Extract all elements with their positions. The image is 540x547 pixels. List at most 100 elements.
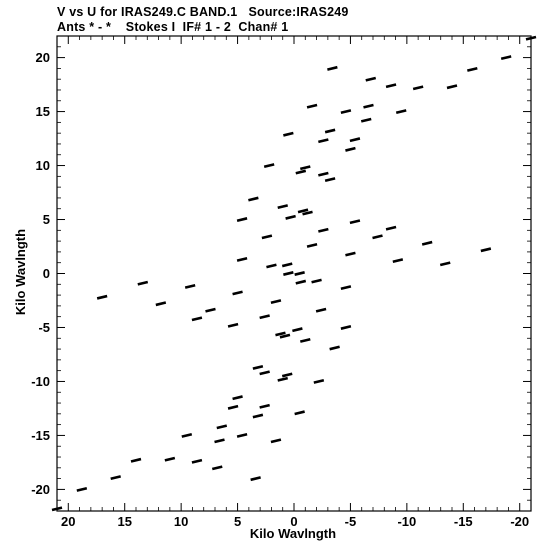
plot-title: V vs U for IRAS249.C BAND.1 Source:IRAS2… xyxy=(57,5,349,19)
uv-point xyxy=(306,242,318,248)
x-tick-label: 10 xyxy=(174,514,188,529)
y-tick-label: 20 xyxy=(36,50,50,65)
uv-point xyxy=(250,476,261,482)
uv-point xyxy=(446,84,458,90)
uv-point xyxy=(295,279,307,285)
uv-point xyxy=(480,247,492,253)
x-tick-label: -10 xyxy=(397,514,416,529)
y-tick-label: -10 xyxy=(31,374,50,389)
uv-point xyxy=(299,337,311,343)
uv-point xyxy=(277,204,289,210)
y-tick-label: -15 xyxy=(31,428,50,443)
uv-point xyxy=(270,299,282,305)
uv-point xyxy=(261,234,273,240)
uv-point xyxy=(306,103,318,109)
uv-point xyxy=(385,83,397,89)
uv-point xyxy=(318,138,329,144)
uv-point xyxy=(191,458,203,464)
plot-subtitle: Ants * - * Stokes I IF# 1 - 2 Chan# 1 xyxy=(57,20,289,34)
uv-point xyxy=(51,506,63,512)
uv-point xyxy=(302,210,313,216)
uv-point xyxy=(164,456,176,462)
uv-point xyxy=(365,76,377,82)
uv-point xyxy=(232,290,243,296)
uv-point xyxy=(525,35,537,41)
uv-point xyxy=(324,177,336,183)
uv-point xyxy=(345,146,356,152)
uv-point xyxy=(184,283,196,289)
y-tick-label: -5 xyxy=(38,320,50,335)
y-axis-label: Kilo Wavlngth xyxy=(13,229,28,315)
x-tick-labels: 20 15 10 5 0 -5 -10 -15 -20 xyxy=(61,514,529,529)
uv-point xyxy=(216,424,228,430)
x-tick-label: 20 xyxy=(61,514,75,529)
uv-point xyxy=(363,103,374,109)
x-tick-label: 15 xyxy=(117,514,131,529)
uv-point xyxy=(285,214,296,220)
uv-point xyxy=(252,364,264,370)
uv-point xyxy=(270,438,282,444)
uv-point xyxy=(372,234,383,240)
uv-point xyxy=(236,432,248,438)
uv-point xyxy=(412,85,424,91)
uv-point xyxy=(349,219,361,225)
uv-point xyxy=(130,457,142,463)
uv-point xyxy=(327,65,338,71)
uv-point xyxy=(227,404,239,410)
x-tick-label: -5 xyxy=(345,514,357,529)
y-tick-label: 5 xyxy=(43,212,50,227)
uv-point xyxy=(96,294,108,300)
uv-point xyxy=(313,378,325,384)
uv-point xyxy=(259,314,270,320)
uv-point xyxy=(259,403,270,409)
uv-point xyxy=(329,345,340,351)
uv-point xyxy=(263,163,275,169)
uv-point xyxy=(340,109,352,115)
plot-frame xyxy=(56,35,532,512)
uv-point xyxy=(297,208,309,214)
y-tick-labels: 20 15 10 5 0 -5 -10 -15 -20 xyxy=(31,50,50,497)
uv-point xyxy=(211,465,223,471)
uv-point xyxy=(283,271,294,276)
axis-ticks xyxy=(57,36,531,511)
uv-point xyxy=(248,196,259,202)
uv-point xyxy=(340,325,352,330)
uv-point xyxy=(295,169,307,175)
uv-point xyxy=(294,410,305,416)
x-axis-label: Kilo Wavlngth xyxy=(250,526,336,541)
x-tick-label: 5 xyxy=(234,514,241,529)
uv-point xyxy=(236,217,248,222)
x-tick-label: -15 xyxy=(454,514,473,529)
uv-point xyxy=(181,432,193,438)
uv-point xyxy=(205,307,216,313)
uv-point xyxy=(232,395,243,401)
y-tick-label: 15 xyxy=(36,104,50,119)
uv-point xyxy=(439,261,451,267)
uv-point xyxy=(349,137,361,143)
uv-point xyxy=(324,128,336,134)
uv-point xyxy=(360,117,372,123)
uv-point xyxy=(500,55,512,61)
uv-point xyxy=(281,262,293,268)
uv-point xyxy=(292,327,303,333)
uv-point xyxy=(392,258,404,264)
x-tick-label: 0 xyxy=(290,514,297,529)
uv-point xyxy=(318,227,329,233)
uv-points xyxy=(51,35,537,512)
uv-point xyxy=(467,67,478,72)
uv-point xyxy=(299,165,311,171)
uv-point xyxy=(277,376,289,382)
uv-point xyxy=(385,225,397,231)
uv-point xyxy=(311,278,322,284)
y-tick-label: 10 xyxy=(36,158,50,173)
uv-point xyxy=(137,280,149,286)
uv-point xyxy=(281,372,293,378)
uv-point xyxy=(315,307,327,313)
uv-point xyxy=(395,109,407,115)
uv-point xyxy=(283,131,294,137)
uv-point xyxy=(340,285,352,290)
y-tick-label: -20 xyxy=(31,482,50,497)
x-tick-label: -20 xyxy=(510,514,529,529)
uv-point xyxy=(76,486,88,492)
